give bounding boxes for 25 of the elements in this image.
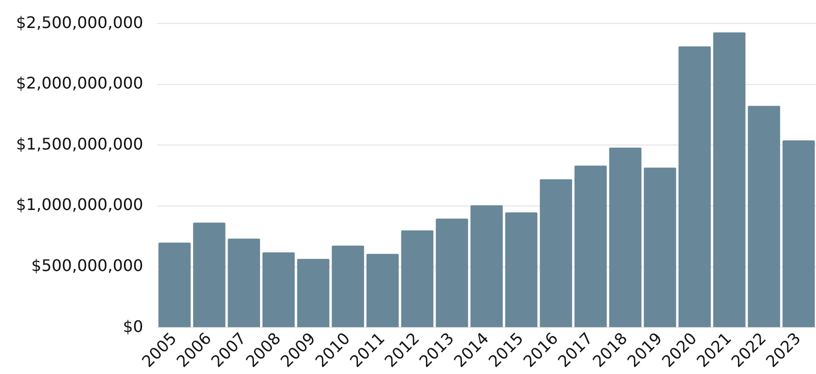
bar [505,212,538,328]
y-tick-label: $2,000,000,000 [16,74,144,93]
y-tick-label: $500,000,000 [31,256,144,275]
bar [782,140,815,328]
bar [436,218,468,328]
y-tick-label: $1,500,000,000 [16,134,144,154]
bar [401,230,434,328]
y-tick-label: $1,000,000,000 [16,195,144,214]
bar [644,168,676,328]
bar [609,148,642,328]
bar [366,254,399,328]
bar [713,32,746,328]
bar [193,222,226,328]
bar [748,106,780,328]
bar [540,179,572,328]
bar [574,166,607,328]
bar [158,242,191,328]
bar [332,246,364,328]
bar [297,258,330,328]
bar [678,46,711,328]
bar [262,252,295,328]
y-tick-label: $2,500,000,000 [16,12,144,32]
y-tick-label: $0 [122,316,144,336]
bar [470,205,503,328]
bar [228,238,260,328]
